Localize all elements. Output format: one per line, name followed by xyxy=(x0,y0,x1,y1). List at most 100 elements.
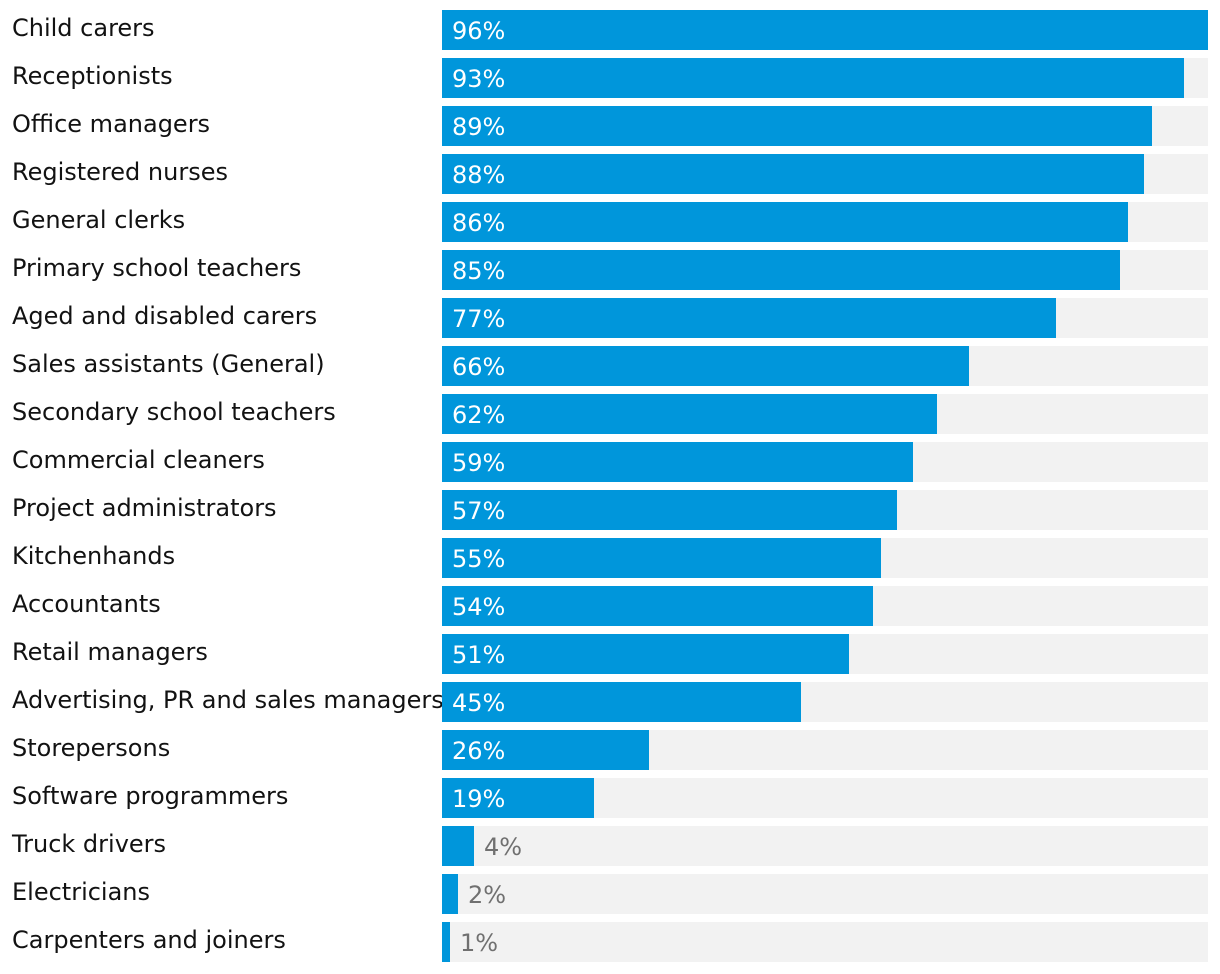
bar-track: 85% xyxy=(442,250,1208,290)
bar-row: Project administrators 57% xyxy=(0,490,1220,530)
bar-track: 88% xyxy=(442,154,1208,194)
bar-row: Kitchenhands 55% xyxy=(0,538,1220,578)
category-label: Sales assistants (General) xyxy=(12,350,325,378)
bar-row: Sales assistants (General) 66% xyxy=(0,346,1220,386)
value-label: 59% xyxy=(452,449,506,477)
category-label: Retail managers xyxy=(12,638,208,666)
bar xyxy=(442,490,897,530)
bar-row: Office managers 89% xyxy=(0,106,1220,146)
bar-track: 51% xyxy=(442,634,1208,674)
bar-row: Software programmers 19% xyxy=(0,778,1220,818)
category-label: Electricians xyxy=(12,878,151,906)
category-label: Storepersons xyxy=(12,734,171,762)
bar xyxy=(442,922,450,962)
value-label: 19% xyxy=(452,785,506,813)
category-label: Project administrators xyxy=(12,494,277,522)
bar xyxy=(442,826,474,866)
category-label: Child carers xyxy=(12,14,155,42)
category-label: Software programmers xyxy=(12,782,289,810)
category-label: Receptionists xyxy=(12,62,173,90)
bar-track: 4% xyxy=(442,826,1208,866)
bar xyxy=(442,154,1144,194)
bar-track: 55% xyxy=(442,538,1208,578)
bar xyxy=(442,442,913,482)
bar-row: Truck drivers 4% xyxy=(0,826,1220,866)
bar-row: Advertising, PR and sales managers 45% xyxy=(0,682,1220,722)
value-label: 86% xyxy=(452,209,506,237)
bar-row: Child carers 96% xyxy=(0,10,1220,50)
value-label: 54% xyxy=(452,593,506,621)
bar-row: Retail managers 51% xyxy=(0,634,1220,674)
bar xyxy=(442,106,1152,146)
category-label: Primary school teachers xyxy=(12,254,302,282)
bar-track: 59% xyxy=(442,442,1208,482)
bar-track: 86% xyxy=(442,202,1208,242)
bar-row: Registered nurses 88% xyxy=(0,154,1220,194)
bar-row: Receptionists 93% xyxy=(0,58,1220,98)
value-label: 2% xyxy=(468,881,507,909)
bar-row: Commercial cleaners 59% xyxy=(0,442,1220,482)
bar-track: 26% xyxy=(442,730,1208,770)
category-label: Carpenters and joiners xyxy=(12,926,286,954)
bar xyxy=(442,298,1056,338)
bar-row: Accountants 54% xyxy=(0,586,1220,626)
category-label: Kitchenhands xyxy=(12,542,176,570)
value-label: 57% xyxy=(452,497,506,525)
bar-row: Primary school teachers 85% xyxy=(0,250,1220,290)
bar-track: 89% xyxy=(442,106,1208,146)
value-label: 26% xyxy=(452,737,506,765)
bar xyxy=(442,10,1208,50)
bar xyxy=(442,586,873,626)
value-label: 4% xyxy=(484,833,523,861)
bar-track: 54% xyxy=(442,586,1208,626)
bar-row: Carpenters and joiners 1% xyxy=(0,922,1220,962)
bar xyxy=(442,538,881,578)
bar xyxy=(442,394,937,434)
value-label: 51% xyxy=(452,641,506,669)
value-label: 88% xyxy=(452,161,506,189)
value-label: 62% xyxy=(452,401,506,429)
category-label: Aged and disabled carers xyxy=(12,302,318,330)
bar xyxy=(442,202,1128,242)
value-label: 66% xyxy=(452,353,506,381)
bar xyxy=(442,346,969,386)
bar-row: Aged and disabled carers 77% xyxy=(0,298,1220,338)
bar xyxy=(442,250,1120,290)
category-label: Advertising, PR and sales managers xyxy=(12,686,444,714)
bar-track: 1% xyxy=(442,922,1208,962)
bar-track: 96% xyxy=(442,10,1208,50)
value-label: 96% xyxy=(452,17,506,45)
bar-row: General clerks 86% xyxy=(0,202,1220,242)
bar-track: 2% xyxy=(442,874,1208,914)
bar-row: Secondary school teachers 62% xyxy=(0,394,1220,434)
bar xyxy=(442,58,1184,98)
bar-track: 66% xyxy=(442,346,1208,386)
value-label: 55% xyxy=(452,545,506,573)
bar xyxy=(442,730,649,770)
category-label: Secondary school teachers xyxy=(12,398,336,426)
value-label: 85% xyxy=(452,257,506,285)
bar-track: 57% xyxy=(442,490,1208,530)
bar-track: 93% xyxy=(442,58,1208,98)
category-label: Accountants xyxy=(12,590,161,618)
value-label: 45% xyxy=(452,689,506,717)
bar-track: 62% xyxy=(442,394,1208,434)
bar xyxy=(442,874,458,914)
value-label: 89% xyxy=(452,113,506,141)
value-label: 93% xyxy=(452,65,506,93)
bar xyxy=(442,682,801,722)
bar-track: 77% xyxy=(442,298,1208,338)
category-label: Office managers xyxy=(12,110,211,138)
bar-row: Storepersons 26% xyxy=(0,730,1220,770)
value-label: 77% xyxy=(452,305,506,333)
bar-row: Electricians 2% xyxy=(0,874,1220,914)
category-label: Truck drivers xyxy=(12,830,167,858)
category-label: Registered nurses xyxy=(12,158,228,186)
bar xyxy=(442,634,849,674)
bar xyxy=(442,778,594,818)
bar-track: 19% xyxy=(442,778,1208,818)
category-label: Commercial cleaners xyxy=(12,446,265,474)
category-label: General clerks xyxy=(12,206,186,234)
value-label: 1% xyxy=(460,929,499,957)
